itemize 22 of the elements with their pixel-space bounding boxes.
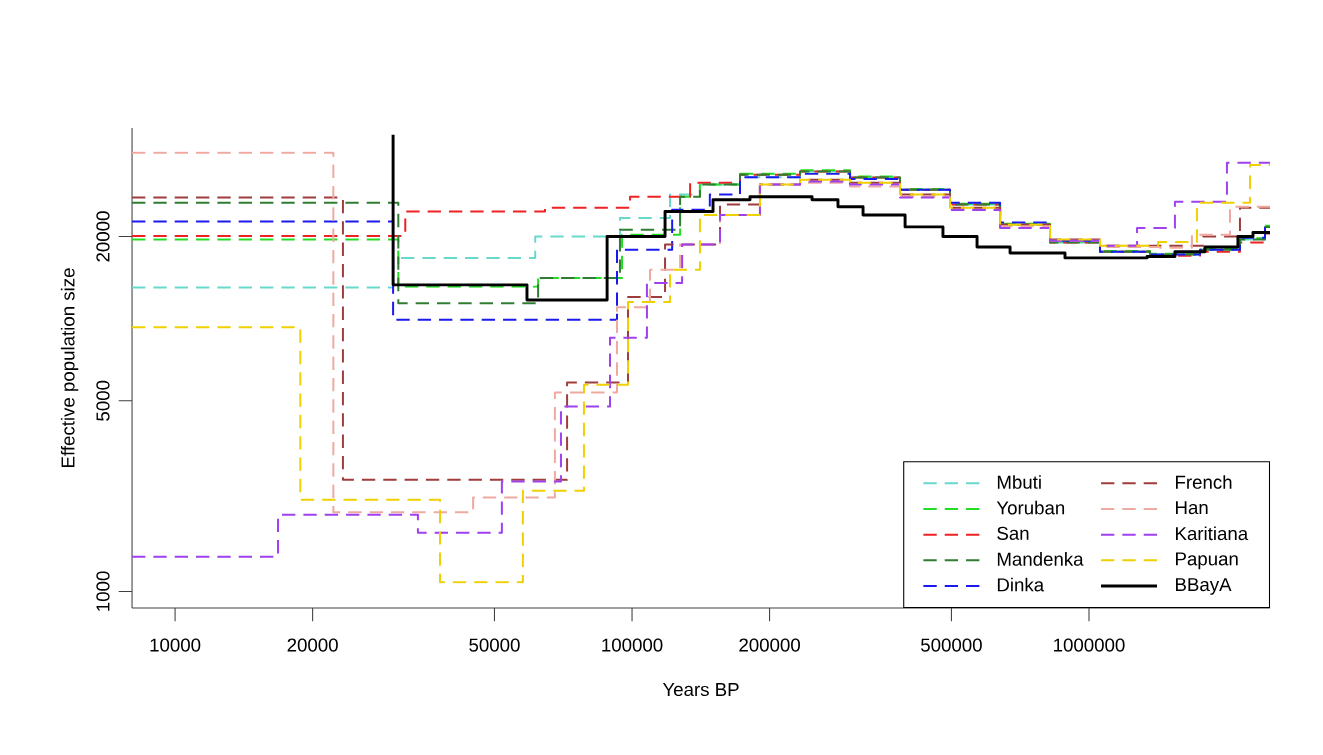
y-axis-title: Effective population size — [60, 268, 79, 467]
legend-label: BBayA — [1176, 578, 1232, 595]
y-tick-label: 5000 — [96, 380, 110, 421]
x-tick-label: 500000 — [921, 638, 982, 652]
y-tick-label: 20000 — [96, 211, 110, 262]
legend-label: French — [1176, 475, 1232, 489]
legend-label: Mbuti — [997, 475, 1041, 489]
legend-label: Yoruban — [996, 500, 1065, 515]
x-tick-label: 100000 — [602, 638, 663, 652]
x-tick-label: 200000 — [739, 638, 800, 652]
legend-label: Dinka — [997, 577, 1045, 592]
legend-label: Han — [1176, 501, 1208, 515]
x-tick-label: 10000 — [150, 638, 201, 652]
legend-label: Papuan — [1176, 552, 1238, 570]
x-axis-title: Years BP — [662, 683, 739, 697]
legend-label: Mandenka — [997, 552, 1084, 566]
legend-label: San — [997, 526, 1029, 540]
x-tick-label: 50000 — [469, 638, 520, 652]
y-tick-label: 1000 — [96, 571, 110, 611]
x-tick-label: 1000000 — [1054, 638, 1125, 652]
x-tick-label: 20000 — [287, 638, 338, 652]
legend-label: Karitiana — [1176, 526, 1249, 541]
